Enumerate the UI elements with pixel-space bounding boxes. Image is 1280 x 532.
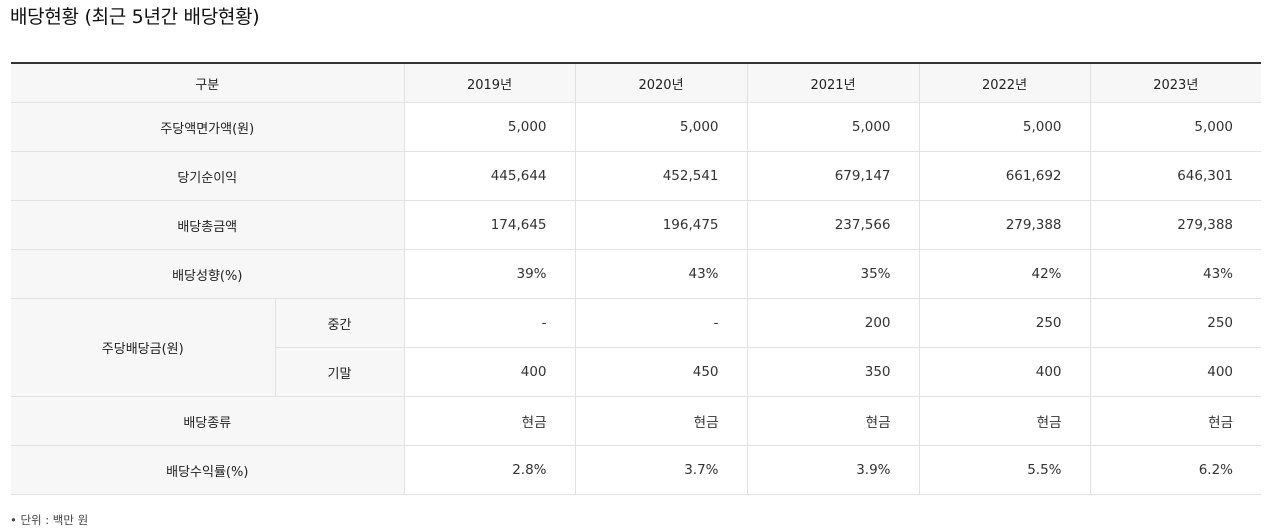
table-cell: 237,566 xyxy=(746,200,920,250)
header-year-2021: 2021년 xyxy=(746,63,920,103)
page-title: 배당현황 (최근 5년간 배당현황) xyxy=(10,6,260,28)
table-cell: 250 xyxy=(918,298,1091,348)
table-cell: - xyxy=(403,298,576,348)
table-cell: 196,475 xyxy=(574,200,748,250)
table-cell: 현금 xyxy=(574,396,748,446)
table-cell: 400 xyxy=(918,347,1091,397)
table-cell: 5,000 xyxy=(574,102,748,152)
table-cell: 2.8% xyxy=(403,445,576,495)
header-year-2019: 2019년 xyxy=(403,63,576,103)
table-cell: 43% xyxy=(574,249,748,299)
table-cell: 3.7% xyxy=(574,445,748,495)
table-cell: 661,692 xyxy=(918,151,1091,201)
table-header-row: 구분 2019년 2020년 2021년 2022년 2023년 xyxy=(11,63,1262,103)
table-cell: 현금 xyxy=(1089,396,1262,446)
row-label: 주당액면가액(원) xyxy=(11,102,405,152)
table-row-dps-year-end: 기말 400 450 350 400 400 xyxy=(11,347,1262,397)
row-label: 당기순이익 xyxy=(11,151,405,201)
table-cell: 현금 xyxy=(403,396,576,446)
row-label: 배당종류 xyxy=(11,396,405,446)
row-label: 배당성향(%) xyxy=(11,249,405,299)
table-cell: 5,000 xyxy=(918,102,1091,152)
table-cell: 5.5% xyxy=(918,445,1091,495)
table-cell: 35% xyxy=(746,249,920,299)
table-cell: 279,388 xyxy=(1089,200,1262,250)
table-row-par-value: 주당액면가액(원) 5,000 5,000 5,000 5,000 5,000 xyxy=(11,102,1262,152)
table-cell: 452,541 xyxy=(574,151,748,201)
table-cell: 5,000 xyxy=(403,102,576,152)
table-cell: 646,301 xyxy=(1089,151,1262,201)
table-cell: 679,147 xyxy=(746,151,920,201)
row-sublabel-interim: 중간 xyxy=(274,298,405,348)
table-cell: 200 xyxy=(746,298,920,348)
table-cell: 현금 xyxy=(746,396,920,446)
table-cell: 39% xyxy=(403,249,576,299)
row-label-dps: 주당배당금(원) xyxy=(11,298,275,397)
table-row-payout-ratio: 배당성향(%) 39% 43% 35% 42% 43% xyxy=(11,249,1262,299)
table-cell: 450 xyxy=(574,347,748,397)
table-cell: 350 xyxy=(746,347,920,397)
row-sublabel-year-end: 기말 xyxy=(274,347,405,397)
table-cell: 400 xyxy=(1089,347,1262,397)
header-category: 구분 xyxy=(11,63,405,103)
row-label: 배당총금액 xyxy=(11,200,405,250)
table-row-dividend-yield: 배당수익률(%) 2.8% 3.7% 3.9% 5.5% 6.2% xyxy=(11,445,1262,495)
table-cell: 5,000 xyxy=(746,102,920,152)
table-cell: 42% xyxy=(918,249,1091,299)
table-cell: 279,388 xyxy=(918,200,1091,250)
table-cell: 3.9% xyxy=(746,445,920,495)
unit-note: • 단위 : 백만 원 xyxy=(10,513,89,527)
table-row-dividend-type: 배당종류 현금 현금 현금 현금 현금 xyxy=(11,396,1262,446)
table-cell: 6.2% xyxy=(1089,445,1262,495)
row-label: 배당수익률(%) xyxy=(11,445,405,495)
table-cell: 43% xyxy=(1089,249,1262,299)
dividend-table: 구분 2019년 2020년 2021년 2022년 2023년 주당액면가액(… xyxy=(11,62,1262,495)
table-cell: 445,644 xyxy=(403,151,576,201)
table-cell: 5,000 xyxy=(1089,102,1262,152)
table-cell: 250 xyxy=(1089,298,1262,348)
table-cell: 174,645 xyxy=(403,200,576,250)
table-row-total-dividend: 배당총금액 174,645 196,475 237,566 279,388 27… xyxy=(11,200,1262,250)
table-cell: 400 xyxy=(403,347,576,397)
table-cell: 현금 xyxy=(918,396,1091,446)
header-year-2023: 2023년 xyxy=(1089,63,1262,103)
header-year-2022: 2022년 xyxy=(918,63,1091,103)
table-cell: - xyxy=(574,298,748,348)
header-year-2020: 2020년 xyxy=(574,63,748,103)
table-row-net-income: 당기순이익 445,644 452,541 679,147 661,692 64… xyxy=(11,151,1262,201)
table-row-dps-interim: 주당배당금(원) 중간 - - 200 250 250 xyxy=(11,298,1262,397)
